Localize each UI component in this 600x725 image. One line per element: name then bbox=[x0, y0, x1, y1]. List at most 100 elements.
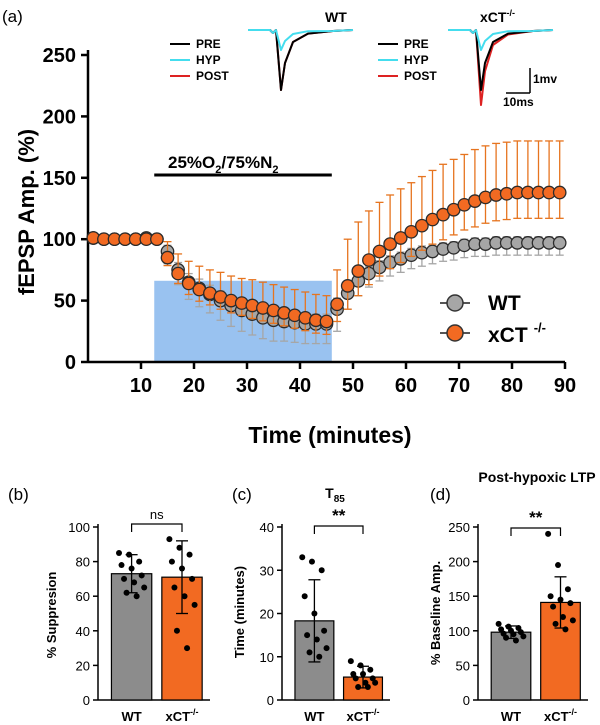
data-point bbox=[355, 684, 362, 691]
data-point bbox=[547, 593, 554, 600]
y-tick-label: 60 bbox=[76, 589, 90, 604]
data-point bbox=[367, 666, 374, 673]
panel-d-title: Post-hypoxic LTP bbox=[478, 469, 595, 485]
data-point bbox=[404, 224, 419, 239]
data-point bbox=[133, 593, 140, 600]
data-point bbox=[181, 276, 196, 291]
data-point bbox=[393, 231, 408, 245]
panel-a-x-tick-label: 10 bbox=[130, 375, 152, 397]
data-point bbox=[168, 558, 175, 565]
data-point bbox=[340, 279, 355, 293]
significance-label: ns bbox=[150, 507, 164, 522]
data-point bbox=[383, 237, 397, 251]
y-tick-label: 20 bbox=[260, 607, 274, 622]
panel-a-x-tick-label: 30 bbox=[236, 375, 258, 397]
inset-xct-legend-pre: PRE bbox=[404, 37, 429, 51]
panel-a-x-axis-label: Time (minutes) bbox=[248, 422, 411, 448]
panel-a-y-axis-label: fEPSP Amp. (%) bbox=[14, 129, 39, 295]
panel-label-b: (b) bbox=[8, 485, 29, 504]
inset-wt-title: WT bbox=[325, 9, 347, 25]
inset-xct-traces bbox=[448, 29, 554, 106]
data-point bbox=[116, 549, 122, 556]
data-point bbox=[150, 232, 164, 247]
data-point bbox=[319, 314, 334, 329]
data-point bbox=[564, 586, 571, 593]
data-point bbox=[128, 565, 135, 572]
trace-post bbox=[448, 29, 554, 106]
inset-xct-legend-post: POST bbox=[404, 69, 437, 83]
data-point bbox=[171, 584, 178, 591]
inset-wt-legend-pre: PRE bbox=[196, 37, 221, 51]
panel-a-x-tick-label: 50 bbox=[342, 375, 364, 397]
data-point bbox=[562, 626, 569, 633]
y-tick-label: 0 bbox=[83, 693, 90, 708]
legend-xct-label: xCT -/- bbox=[488, 320, 546, 347]
data-point bbox=[569, 617, 576, 624]
inset-wt-legend-post: POST bbox=[196, 69, 229, 83]
x-tick-label: xCT-/- bbox=[346, 707, 379, 724]
data-point bbox=[176, 544, 183, 551]
data-point bbox=[184, 645, 191, 652]
data-point bbox=[138, 572, 145, 579]
data-point bbox=[301, 593, 308, 600]
scale-bar-time-label: 10ms bbox=[503, 95, 534, 109]
bar-wt bbox=[110, 573, 153, 701]
data-point bbox=[323, 645, 330, 652]
data-point bbox=[318, 567, 325, 574]
trace-post bbox=[248, 29, 354, 91]
x-tick-label: WT bbox=[121, 709, 141, 724]
data-point bbox=[555, 562, 562, 569]
significance-label: ** bbox=[332, 506, 346, 525]
y-tick-label: 40 bbox=[260, 520, 274, 535]
data-point bbox=[545, 530, 552, 537]
legend-wt-label: WT bbox=[488, 292, 521, 315]
panel-a-y-tick-label: 150 bbox=[43, 168, 76, 190]
scale-bar-amplitude-label: 1mv bbox=[533, 72, 557, 86]
panel-a-x-tick-label: 70 bbox=[448, 375, 470, 397]
data-point bbox=[552, 185, 567, 200]
y-tick-label: 80 bbox=[76, 555, 90, 570]
x-tick-label: WT bbox=[501, 709, 521, 724]
data-point bbox=[372, 679, 379, 686]
treatment-label: 25%O2/75%N2 bbox=[168, 153, 279, 176]
y-tick-label: 20 bbox=[76, 658, 90, 673]
legend-wt-marker bbox=[446, 294, 464, 312]
data-point bbox=[351, 264, 366, 278]
panel-d-chart: 0 50 100 150 200 250 WT xCT-/- ** bbox=[448, 508, 588, 724]
data-point bbox=[126, 551, 133, 558]
inset-xct-title: xCT-/- bbox=[480, 8, 515, 25]
inset-traces: WT PRE HYP POST xCT-/- PRE HYP POST 1mv … bbox=[170, 8, 557, 109]
y-tick-label: 0 bbox=[463, 693, 470, 708]
data-point bbox=[559, 613, 566, 620]
data-point bbox=[136, 558, 143, 565]
panel-label-c: (c) bbox=[232, 485, 252, 504]
data-point bbox=[173, 627, 180, 634]
significance-label: ** bbox=[529, 508, 543, 527]
data-point bbox=[179, 565, 185, 572]
data-point bbox=[311, 610, 318, 617]
data-point bbox=[362, 253, 376, 267]
data-point bbox=[131, 579, 138, 586]
inset-wt-legend-hyp: HYP bbox=[196, 53, 221, 67]
series-xct bbox=[86, 140, 567, 336]
y-tick-label: 10 bbox=[260, 650, 274, 665]
data-point bbox=[321, 627, 328, 634]
data-point bbox=[313, 636, 320, 643]
data-point bbox=[567, 600, 574, 607]
data-point bbox=[503, 634, 510, 641]
scale-bar: 1mv 10ms bbox=[503, 68, 557, 109]
panel-a-x-tick-label: 40 bbox=[289, 375, 311, 397]
data-point bbox=[299, 554, 306, 561]
data-point bbox=[510, 631, 517, 638]
data-point bbox=[171, 266, 185, 281]
trace-hyp bbox=[248, 29, 354, 51]
panel-label-a: (a) bbox=[2, 7, 23, 26]
bar-wt bbox=[490, 631, 532, 701]
data-point bbox=[306, 649, 313, 656]
y-tick-label: 30 bbox=[260, 563, 274, 578]
panel-a-y-tick-label: 100 bbox=[43, 229, 76, 251]
data-point bbox=[166, 536, 173, 543]
data-point bbox=[552, 620, 559, 627]
data-point bbox=[415, 218, 429, 233]
panel-label-d: (d) bbox=[430, 485, 451, 504]
